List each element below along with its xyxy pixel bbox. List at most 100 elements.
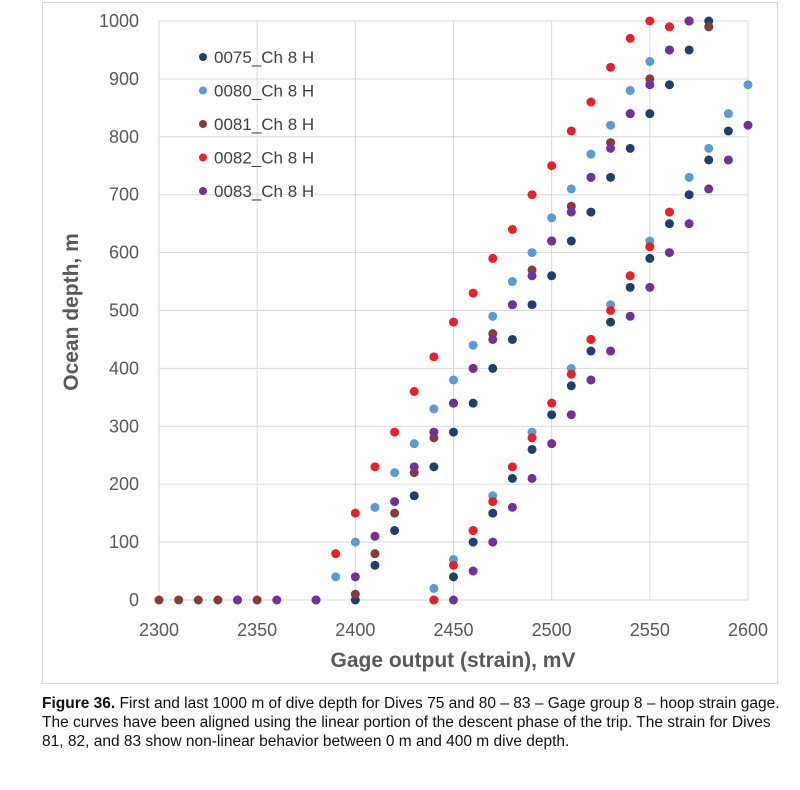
data-point — [350, 572, 360, 582]
data-point — [390, 508, 400, 518]
data-point — [566, 381, 576, 391]
x-tick-label: 2500 — [532, 620, 572, 640]
data-point — [331, 572, 341, 582]
y-tick-label: 600 — [109, 243, 139, 263]
data-point — [566, 236, 576, 246]
data-point — [586, 207, 596, 217]
x-axis-title: Gage output (strain), mV — [330, 649, 575, 672]
data-point — [409, 462, 419, 472]
y-tick-label: 500 — [109, 301, 139, 321]
data-point — [586, 334, 596, 344]
x-tick-label: 2600 — [728, 620, 768, 640]
data-point — [743, 120, 753, 130]
data-point — [350, 508, 360, 518]
data-point — [547, 398, 557, 408]
data-point — [586, 346, 596, 356]
data-point — [507, 334, 517, 344]
data-point — [174, 595, 184, 605]
x-tick-label: 2400 — [335, 620, 375, 640]
data-point — [488, 497, 498, 507]
data-point — [547, 213, 557, 223]
data-point — [547, 410, 557, 420]
data-point — [625, 271, 635, 281]
data-point — [468, 566, 478, 576]
data-point — [449, 427, 458, 437]
data-point — [429, 404, 439, 414]
data-point — [527, 248, 537, 258]
data-point — [213, 595, 223, 605]
data-point — [527, 473, 537, 483]
data-point — [606, 62, 616, 72]
data-point — [507, 462, 517, 472]
data-point — [547, 236, 557, 246]
legend: 0075_Ch 8 H 0080_Ch 8 H 0081_Ch 8 H 0082_Ch… — [199, 48, 314, 201]
data-point — [723, 155, 733, 165]
data-point — [272, 595, 282, 605]
data-point — [370, 560, 380, 570]
caption-text: First and last 1000 m of dive depth for … — [42, 695, 780, 750]
data-point — [645, 282, 655, 292]
data-point — [664, 248, 674, 258]
data-point — [645, 57, 655, 67]
data-point — [311, 595, 321, 605]
data-point — [586, 149, 596, 159]
x-tick-label: 2350 — [237, 620, 277, 640]
data-point — [664, 207, 674, 217]
data-point — [370, 462, 380, 472]
data-point — [429, 462, 439, 472]
x-tick-label: 2450 — [433, 620, 473, 640]
y-axis-title: Ocean depth, m — [60, 233, 83, 391]
data-point — [566, 126, 576, 136]
data-point — [370, 502, 380, 512]
data-point — [193, 595, 203, 605]
data-point — [547, 271, 557, 281]
data-point — [488, 311, 498, 321]
data-point — [429, 352, 439, 362]
chart-frame — [42, 2, 778, 684]
data-point — [488, 334, 498, 344]
data-point — [645, 80, 655, 90]
data-point — [684, 172, 694, 182]
legend-marker — [199, 153, 207, 162]
data-point — [488, 537, 498, 547]
legend-marker — [199, 86, 207, 95]
data-point — [429, 583, 439, 593]
data-point — [488, 253, 498, 263]
data-point — [527, 433, 537, 443]
data-point — [331, 549, 341, 559]
data-point — [468, 398, 478, 408]
legend-label: 0081_Ch 8 H — [214, 115, 314, 134]
data-point — [409, 387, 419, 397]
data-point — [350, 589, 360, 599]
y-tick-label: 300 — [109, 416, 139, 436]
data-point — [664, 219, 674, 229]
data-point — [507, 300, 517, 310]
data-point — [645, 16, 655, 26]
data-point — [586, 97, 596, 107]
data-point — [233, 595, 243, 605]
data-point — [488, 363, 498, 373]
data-point — [625, 143, 635, 153]
y-tick-label: 800 — [109, 127, 139, 147]
y-axis-ticks: 0 100 200 300 400 500 600 700 800 900 1000 — [99, 11, 139, 610]
data-point — [645, 109, 655, 119]
data-point — [507, 502, 517, 512]
x-tick-label: 2300 — [139, 620, 179, 640]
data-point — [547, 439, 557, 449]
data-point — [547, 161, 557, 171]
data-point — [409, 439, 419, 449]
data-point — [625, 109, 635, 119]
data-point — [449, 375, 458, 385]
legend-label: 0083_Ch 8 H — [214, 182, 314, 201]
data-point — [449, 317, 458, 327]
x-tick-label: 2550 — [630, 620, 670, 640]
y-tick-label: 200 — [109, 474, 139, 494]
legend-marker — [199, 53, 207, 61]
data-point — [586, 172, 596, 182]
data-point — [704, 184, 714, 194]
data-point — [468, 340, 478, 350]
data-point — [606, 346, 616, 356]
data-point — [606, 143, 616, 153]
series-0083-ch-8-h — [233, 16, 753, 605]
legend-marker — [199, 187, 207, 195]
